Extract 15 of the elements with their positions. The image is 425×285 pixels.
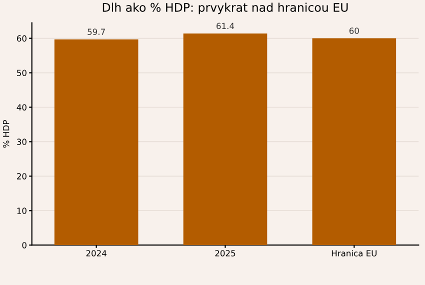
y-tick-label: 10 bbox=[17, 208, 26, 214]
data-label: 61.4 bbox=[216, 22, 234, 30]
y-tick-label: 50 bbox=[17, 70, 26, 76]
x-tick-label: 2024 bbox=[86, 250, 106, 256]
y-tick-label: 20 bbox=[17, 173, 26, 180]
y-tick-label: 30 bbox=[17, 138, 26, 145]
y-tick-label: 40 bbox=[16, 104, 26, 111]
y-axis-title: % HDP bbox=[2, 120, 10, 148]
chart-title: Dlh ako % HDP: prvykrat nad hranicou EU bbox=[102, 2, 348, 14]
x-tick-label: 2025 bbox=[215, 250, 236, 256]
x-tick-label: Hranica EU bbox=[332, 250, 376, 256]
data-label: 60 bbox=[349, 28, 359, 34]
y-tick-label: 0 bbox=[22, 242, 26, 248]
data-label: 59.7 bbox=[88, 28, 105, 35]
y-tick-label: 60 bbox=[16, 35, 26, 42]
